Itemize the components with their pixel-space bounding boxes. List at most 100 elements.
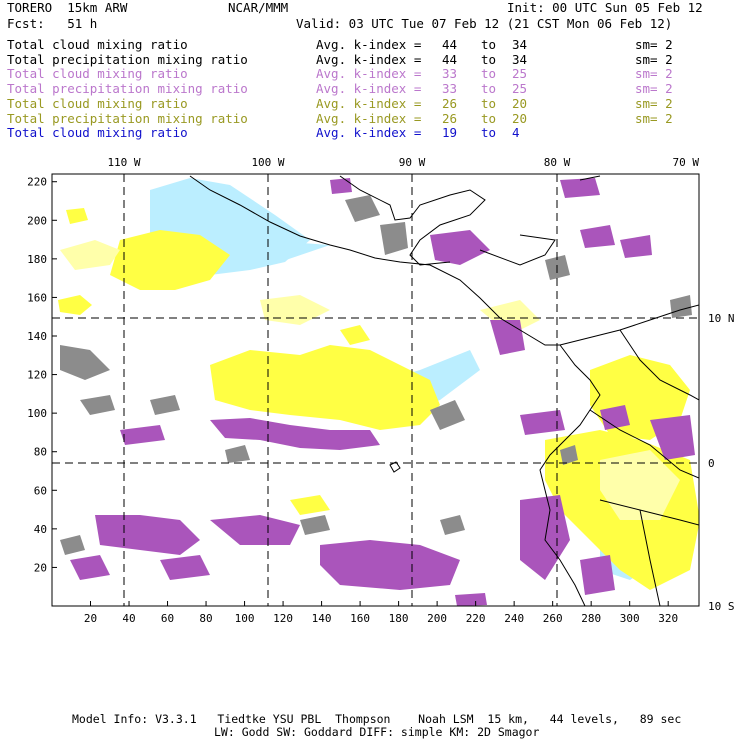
latitude-label: 10 N — [708, 312, 735, 325]
x-tick-label: 180 — [389, 612, 409, 625]
x-tick-label: 100 — [235, 612, 255, 625]
legend-sm: sm= 2 — [635, 66, 673, 82]
legend-to: 34 — [512, 37, 528, 52]
legend-row: Total cloud mixing ratio Avg. k-index = 44… — [7, 37, 707, 52]
longitude-labels: 110 W 100 W 90 W 80 W 70 W — [107, 156, 699, 169]
x-tick-label: 160 — [350, 612, 370, 625]
x-tick-label: 40 — [122, 612, 135, 625]
y-tick-label: 180 — [27, 253, 47, 266]
legend-sm: sm= 2 — [635, 95, 673, 111]
legend-row: Total cloud mixing ratio Avg. k-index = 26… — [7, 95, 707, 111]
legend-to: 34 — [512, 51, 528, 67]
valid-time: Valid: 03 UTC Tue 07 Feb 12 (21 CST Mon … — [296, 16, 673, 31]
legend-name: Total cloud mixing ratio — [7, 66, 188, 82]
model-info: Model Info: V3.3.1 Tiedtke YSU PBL Thomp… — [72, 712, 682, 726]
legend-from: 33 — [442, 81, 458, 97]
x-tick-label: 220 — [466, 612, 486, 625]
legend-from: 26 — [442, 95, 458, 111]
y-tick-label: 80 — [34, 446, 47, 459]
model-title: TORERO 15km ARW — [7, 0, 128, 15]
legend-to-word: to — [481, 66, 497, 82]
organization: NCAR/MMM — [228, 0, 289, 15]
latitude-labels: 10 N 0 10 S — [708, 312, 735, 613]
latitude-label: 0 — [708, 457, 715, 470]
legend-from: 33 — [442, 66, 458, 82]
legend-from: 44 — [442, 51, 458, 67]
x-tick-label: 200 — [427, 612, 447, 625]
map-fields — [58, 175, 699, 606]
legend-row: Total cloud mixing ratio Avg. k-index = 33… — [7, 66, 707, 82]
x-tick-label: 60 — [161, 612, 174, 625]
legend-to-word: to — [481, 125, 497, 141]
legend-kindex: Avg. k-index = — [316, 66, 422, 82]
legend-kindex: Avg. k-index = — [316, 51, 422, 67]
legend-sm: sm= 2 — [635, 81, 673, 97]
legend-to: 20 — [512, 95, 528, 111]
x-tick-label: 280 — [581, 612, 601, 625]
legend-row: Total precipitation mixing ratio Avg. k-i… — [7, 51, 707, 67]
x-axis: 20 40 60 80 100 120 140 160 180 200 220 240 260 280 30… — [84, 601, 678, 625]
longitude-label: 70 W — [673, 156, 700, 169]
x-tick-label: 260 — [543, 612, 563, 625]
y-tick-label: 20 — [34, 561, 47, 574]
legend-name: Total precipitation mixing ratio — [7, 81, 248, 97]
x-tick-label: 80 — [199, 612, 212, 625]
y-tick-label: 100 — [27, 407, 47, 420]
longitude-label: 90 W — [399, 156, 426, 169]
legend-from: 44 — [442, 37, 458, 52]
x-tick-label: 140 — [312, 612, 332, 625]
legend-to: 25 — [512, 81, 528, 97]
legend-kindex: Avg. k-index = — [316, 110, 422, 126]
legend-to: 20 — [512, 110, 528, 126]
legend-from: 26 — [442, 110, 458, 126]
legend-row: Total precipitation mixing ratio Avg. k-i… — [7, 81, 707, 97]
legend-kindex: Avg. k-index = — [316, 37, 422, 52]
legend-to-word: to — [481, 95, 497, 111]
y-tick-label: 220 — [27, 176, 47, 189]
y-tick-label: 200 — [27, 214, 47, 227]
x-tick-label: 120 — [273, 612, 293, 625]
y-tick-label: 60 — [34, 484, 47, 497]
x-tick-label: 240 — [504, 612, 524, 625]
legend-kindex: Avg. k-index = — [316, 95, 422, 111]
longitude-label: 110 W — [107, 156, 140, 169]
legend-row: Total precipitation mixing ratio Avg. k-i… — [7, 110, 707, 126]
legend-name: Total cloud mixing ratio — [7, 95, 188, 111]
y-tick-label: 40 — [34, 523, 47, 536]
legend-to-word: to — [481, 81, 497, 97]
y-tick-label: 120 — [27, 369, 47, 382]
legend-to-word: to — [481, 51, 497, 67]
legend-sm: sm= 2 — [635, 37, 673, 52]
light-yellow-cloud-field — [60, 240, 680, 520]
legend-name: Total precipitation mixing ratio — [7, 110, 248, 126]
forecast-hour: Fcst: 51 h — [7, 16, 98, 31]
map-frame — [51, 173, 700, 607]
legend-name: Total cloud mixing ratio — [7, 125, 188, 141]
legend-to: 25 — [512, 66, 528, 82]
latitude-label: 10 S — [708, 600, 735, 613]
y-tick-label: 140 — [27, 330, 47, 343]
graticule — [52, 174, 699, 606]
purple-cloud-field — [70, 178, 695, 606]
coastlines — [189, 175, 699, 606]
legend-name: Total cloud mixing ratio — [7, 37, 188, 52]
legend-kindex: Avg. k-index = — [316, 125, 422, 141]
x-tick-label: 20 — [84, 612, 97, 625]
legend-to-word: to — [481, 37, 497, 52]
legend-sm: sm= 2 — [635, 110, 673, 126]
legend-sm: sm= 2 — [635, 51, 673, 67]
longitude-label: 100 W — [251, 156, 284, 169]
legend-from: 19 — [442, 125, 458, 141]
x-tick-label: 300 — [620, 612, 640, 625]
physics-info: LW: Godd SW: Goddard DIFF: simple KM: 2D… — [214, 725, 540, 739]
legend-to: 4 — [512, 125, 520, 141]
init-time: Init: 00 UTC Sun 05 Feb 12 — [507, 0, 703, 15]
legend-to-word: to — [481, 110, 497, 126]
legend-kindex: Avg. k-index = — [316, 81, 422, 97]
y-tick-label: 160 — [27, 291, 47, 304]
x-tick-label: 320 — [658, 612, 678, 625]
longitude-label: 80 W — [544, 156, 571, 169]
legend-name: Total precipitation mixing ratio — [7, 51, 248, 67]
legend-row: Total cloud mixing ratio Avg. k-index = 19… — [7, 125, 707, 141]
